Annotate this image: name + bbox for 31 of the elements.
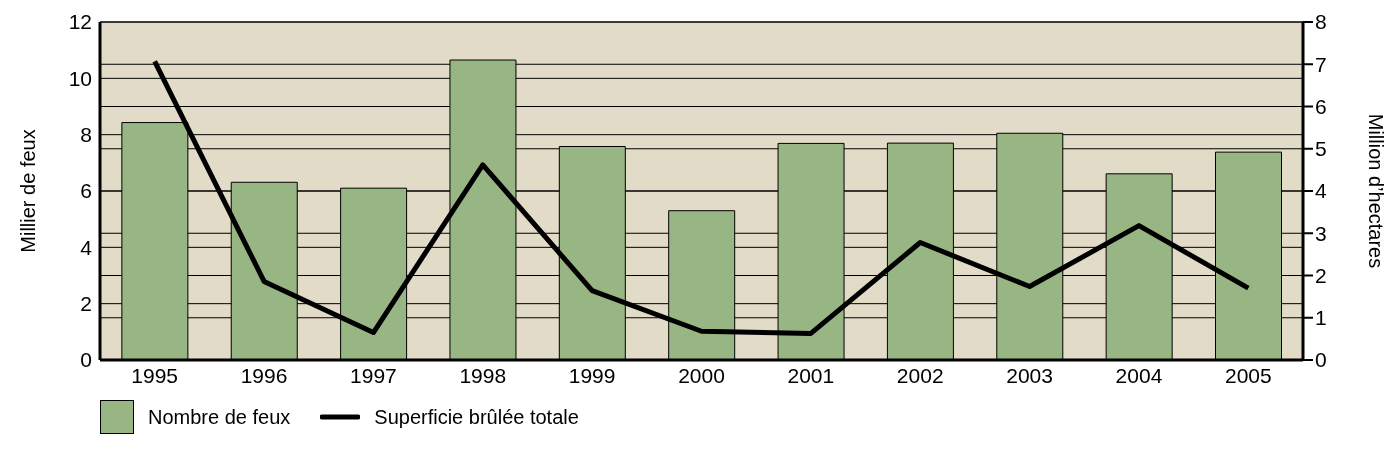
y2-tick-label: 7 (1315, 52, 1327, 76)
legend-label: Nombre de feux (148, 405, 291, 429)
y-axis-title: Millier de feux (17, 129, 40, 253)
y2-tick-label: 4 (1315, 179, 1327, 203)
y-tick-label: 2 (80, 292, 92, 316)
y-tick-label: 6 (80, 179, 92, 203)
y2-tick-label: 8 (1315, 10, 1327, 34)
x-tick-label: 2003 (1006, 363, 1053, 387)
x-tick-label: 2000 (678, 363, 725, 387)
y-tick-label: 4 (80, 235, 93, 259)
y2-tick-label: 6 (1315, 94, 1327, 118)
x-tick-label: 1995 (131, 363, 179, 387)
y-tick-label: 8 (80, 123, 92, 147)
legend-label: Superficie brûlée totale (374, 405, 579, 429)
x-tick-label: 1997 (350, 363, 397, 387)
x-tick-label: 1998 (459, 363, 507, 387)
y2-tick-label: 0 (1315, 348, 1327, 372)
x-tick-label: 2001 (787, 363, 835, 387)
y2-axis-title: Million d’hectares (1364, 113, 1387, 269)
y2-tick-label: 5 (1315, 137, 1327, 161)
y-tick-label: 0 (80, 348, 92, 372)
y2-tick-label: 3 (1315, 221, 1327, 245)
y2-tick-label: 1 (1315, 306, 1327, 330)
x-tick-label: 1999 (568, 363, 616, 387)
x-tick-label: 2005 (1224, 363, 1272, 387)
y-tick-label: 12 (68, 10, 92, 34)
x-tick-label: 1996 (240, 363, 288, 387)
y2-tick-label: 2 (1315, 263, 1327, 287)
y-tick-label: 10 (68, 66, 92, 90)
x-tick-label: 2004 (1115, 363, 1163, 387)
x-tick-label: 2002 (896, 363, 944, 387)
